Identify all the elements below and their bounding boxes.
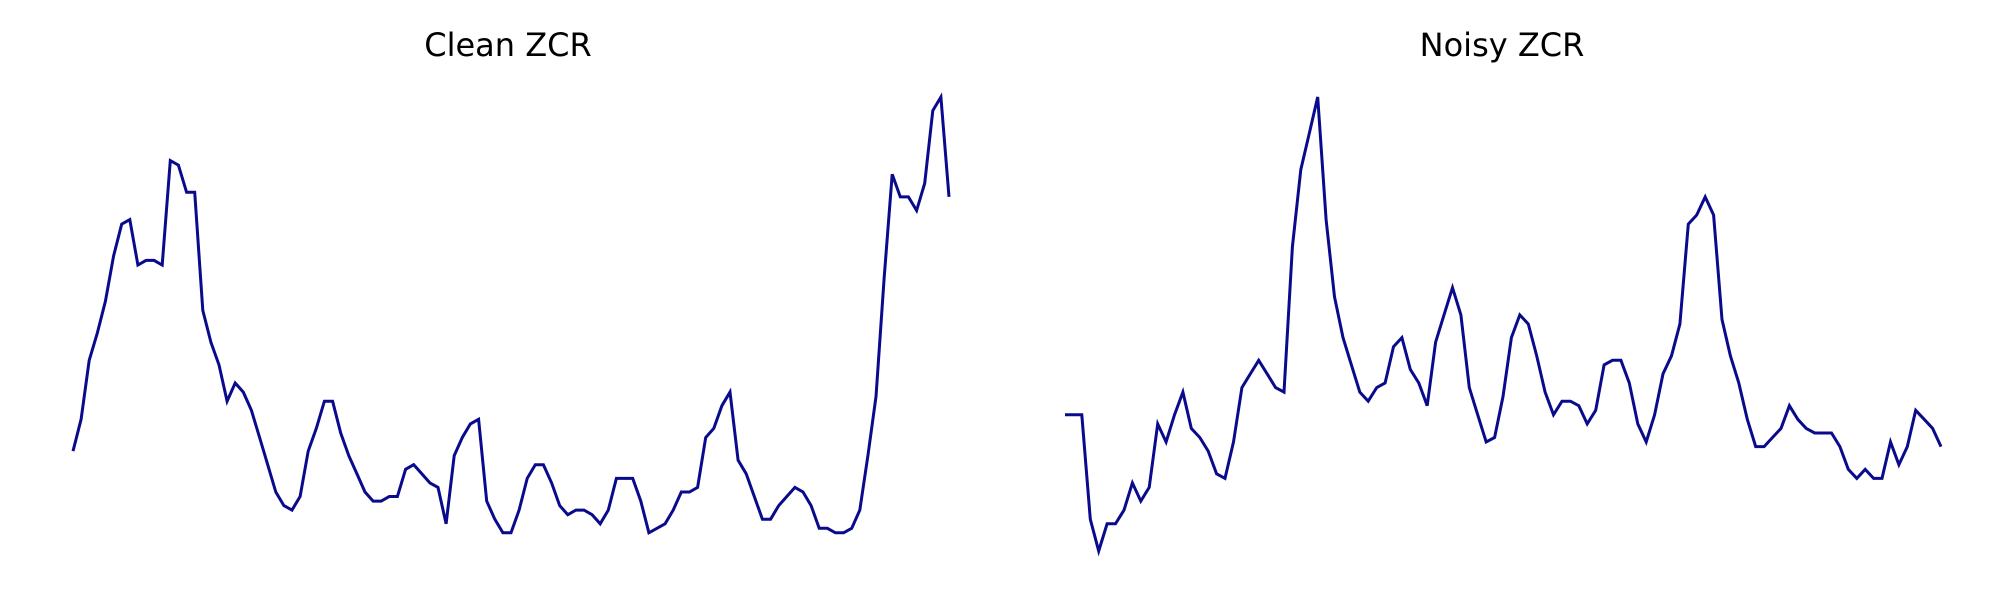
plot-area-noisy-zcr [1065,96,1943,557]
chart-title-noisy-zcr: Noisy ZCR [1419,26,1585,64]
series-line-clean-zcr [71,92,951,536]
plot-area-clean-zcr [71,92,951,536]
chart-title-clean-zcr: Clean ZCR [424,26,592,64]
series-line-noisy-zcr [1065,96,1943,557]
